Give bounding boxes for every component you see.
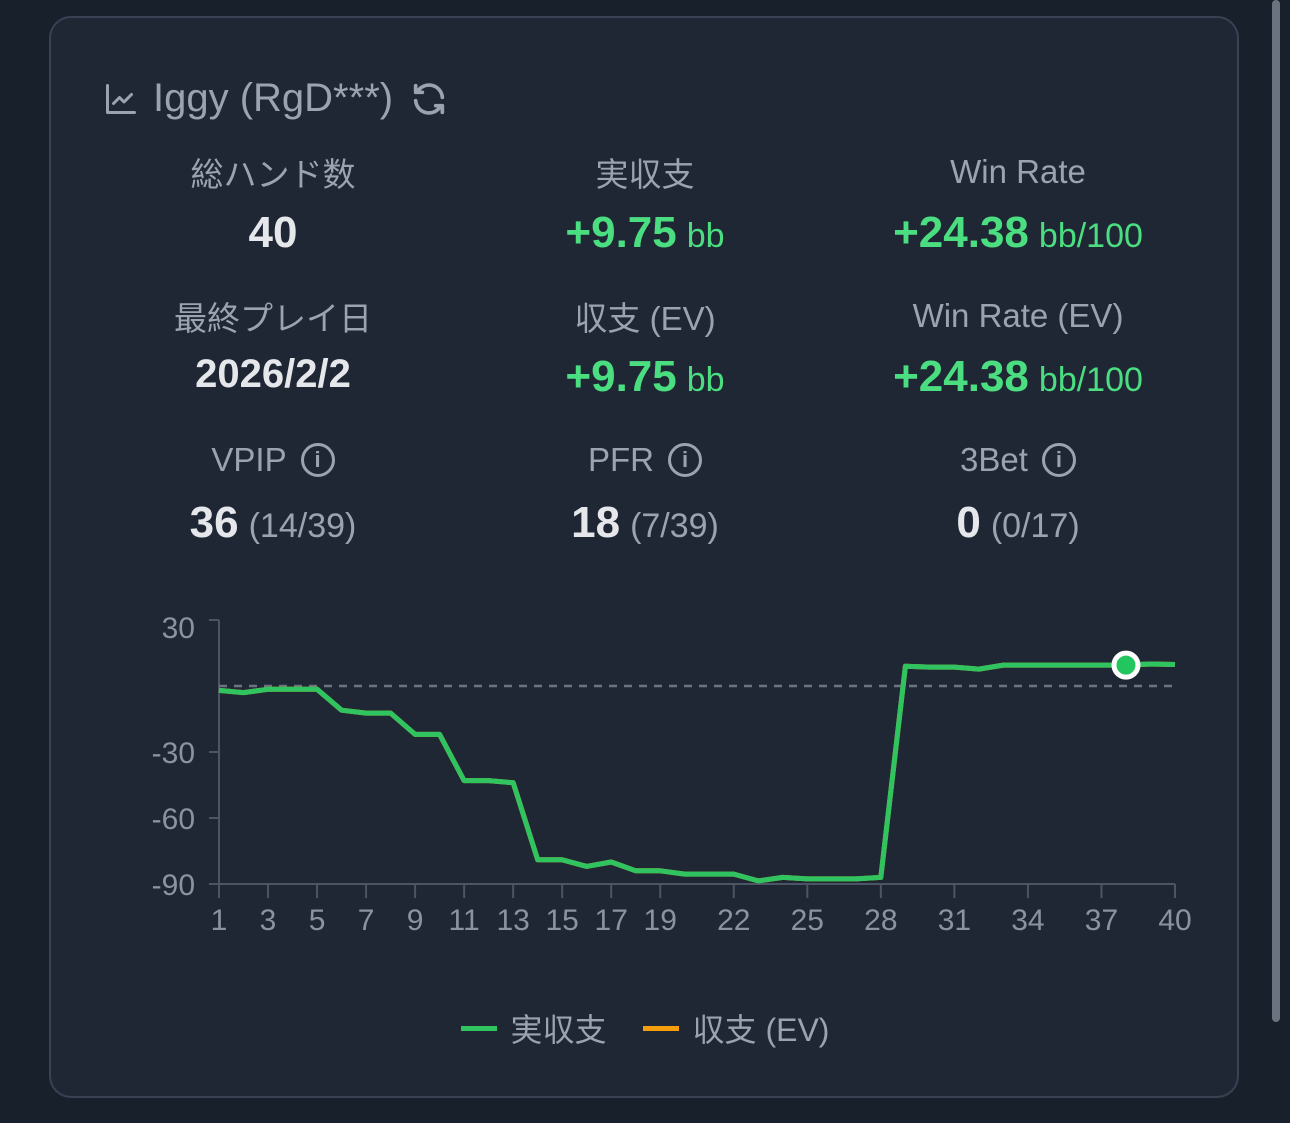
active-point <box>1111 650 1141 680</box>
stat-label-wrap: 3Bet i <box>828 440 1208 480</box>
stat-value-wrap: 18 (7/39) <box>455 498 835 548</box>
stat-value-wrap: 2026/2/2 <box>83 352 463 397</box>
x-tick-label: 7 <box>358 904 375 937</box>
stat-3: 最終プレイ日 2026/2/2 <box>83 296 463 397</box>
stat-value: +24.38 <box>893 208 1029 257</box>
series-line-ev <box>218 661 1176 884</box>
stat-8: 3Bet i 0 (0/17) <box>828 440 1208 548</box>
scrollbar[interactable] <box>1272 0 1280 1022</box>
stat-value-wrap: +9.75 bb <box>455 352 835 402</box>
legend-swatch <box>642 1025 679 1031</box>
player-stats-card: Iggy (RgD***) <box>49 16 1239 1098</box>
stat-value-wrap: +9.75 bb <box>455 208 835 258</box>
stat-value: 18 <box>571 498 621 547</box>
x-tick-label: 13 <box>496 904 529 937</box>
stat-value-wrap: 40 <box>83 208 463 258</box>
legend-label: 収支 (EV) <box>692 1012 830 1048</box>
stat-value: +9.75 <box>565 208 677 257</box>
stat-2: Win Rate +24.38 bb/100 <box>828 152 1208 258</box>
x-tick-label: 15 <box>545 904 578 937</box>
card-header: Iggy (RgD***) <box>103 76 449 121</box>
x-tick-label: 25 <box>791 904 824 937</box>
stat-label-wrap: 最終プレイ日 <box>83 296 463 337</box>
stat-value: 36 <box>189 498 239 547</box>
x-tick-label: 28 <box>864 904 897 937</box>
stat-label-wrap: 実収支 <box>455 152 835 193</box>
stat-4: 収支 (EV) +9.75 bb <box>455 296 835 402</box>
stat-value: 2026/2/2 <box>195 352 351 396</box>
stat-label: 3Bet <box>960 441 1028 478</box>
stat-value: 0 <box>956 498 981 547</box>
stat-label-wrap: Win Rate <box>828 152 1208 192</box>
x-tick-label: 1 <box>211 904 228 937</box>
profit-chart: 30-30-60-901 3 5 7 9 11 13 15 17 19 22 25 28 31 34 37 40 <box>152 612 1192 937</box>
stat-label: Win Rate (EV) <box>912 297 1124 334</box>
info-icon[interactable]: i <box>668 443 702 477</box>
x-tick-label: 31 <box>938 904 971 937</box>
x-tick-label: 3 <box>260 904 277 937</box>
y-tick-label: -60 <box>152 803 195 836</box>
x-tick-label: 37 <box>1085 904 1118 937</box>
stat-unit: bb/100 <box>1038 361 1143 399</box>
stat-value-wrap: +24.38 bb/100 <box>828 208 1208 258</box>
y-tick-label: -30 <box>152 737 195 770</box>
x-tick-label: 40 <box>1158 904 1191 937</box>
stat-value-wrap: +24.38 bb/100 <box>828 352 1208 402</box>
stat-5: Win Rate (EV) +24.38 bb/100 <box>828 296 1208 402</box>
stat-label: PFR <box>588 441 654 478</box>
stat-label: 収支 (EV) <box>574 300 716 337</box>
stat-0: 総ハンド数 40 <box>83 152 463 258</box>
legend-label: 実収支 <box>510 1012 607 1048</box>
info-icon[interactable]: i <box>1041 443 1076 477</box>
stat-value: +9.75 <box>565 352 677 401</box>
stat-1: 実収支 +9.75 bb <box>455 152 835 258</box>
stat-label-wrap: PFR i <box>455 440 835 480</box>
stat-label: 実収支 <box>595 156 695 193</box>
stat-label: VPIP <box>211 441 287 478</box>
info-icon[interactable]: i <box>300 443 335 477</box>
x-tick-label: 19 <box>644 904 677 937</box>
y-tick-label: 30 <box>162 612 195 645</box>
stat-unit: bb/100 <box>1038 217 1143 255</box>
stat-6: VPIP i 36 (14/39) <box>83 440 463 548</box>
stat-ratio: (7/39) <box>630 507 719 545</box>
stat-label: Win Rate <box>950 153 1086 190</box>
stat-value-wrap: 0 (0/17) <box>828 498 1208 548</box>
stat-label-wrap: 総ハンド数 <box>83 152 463 193</box>
stat-label-wrap: Win Rate (EV) <box>828 296 1208 336</box>
stat-ratio: (14/39) <box>248 507 357 545</box>
line-chart-icon <box>103 81 139 117</box>
stat-label-wrap: 収支 (EV) <box>455 296 835 337</box>
y-tick-label: -90 <box>152 869 195 902</box>
chart-legend: 実収支 収支 (EV) <box>0 1005 1290 1051</box>
x-tick-label: 11 <box>449 904 480 937</box>
stat-ratio: (0/17) <box>990 507 1080 545</box>
x-tick-label: 34 <box>1011 904 1044 937</box>
legend-item-actual[interactable]: 実収支 <box>460 1005 607 1051</box>
x-tick-label: 17 <box>595 904 628 937</box>
x-tick-label: 9 <box>407 904 424 937</box>
stat-label: 総ハンド数 <box>190 156 356 193</box>
stat-7: PFR i 18 (7/39) <box>455 440 835 548</box>
stat-value: +24.38 <box>893 352 1029 401</box>
x-tick-label: 5 <box>309 904 326 937</box>
x-tick-label: 22 <box>717 904 750 937</box>
stat-value: 40 <box>248 208 298 257</box>
stat-value-wrap: 36 (14/39) <box>83 498 463 548</box>
refresh-icon[interactable] <box>409 79 449 119</box>
stat-unit: bb <box>686 361 725 399</box>
player-name: Iggy (RgD***) <box>153 76 394 120</box>
legend-swatch <box>460 1025 497 1031</box>
stat-label: 最終プレイ日 <box>174 300 372 337</box>
stat-label-wrap: VPIP i <box>83 440 463 480</box>
stat-unit: bb <box>686 217 725 255</box>
series-line-actual <box>218 661 1176 884</box>
legend-item-ev[interactable]: 収支 (EV) <box>642 1005 830 1051</box>
